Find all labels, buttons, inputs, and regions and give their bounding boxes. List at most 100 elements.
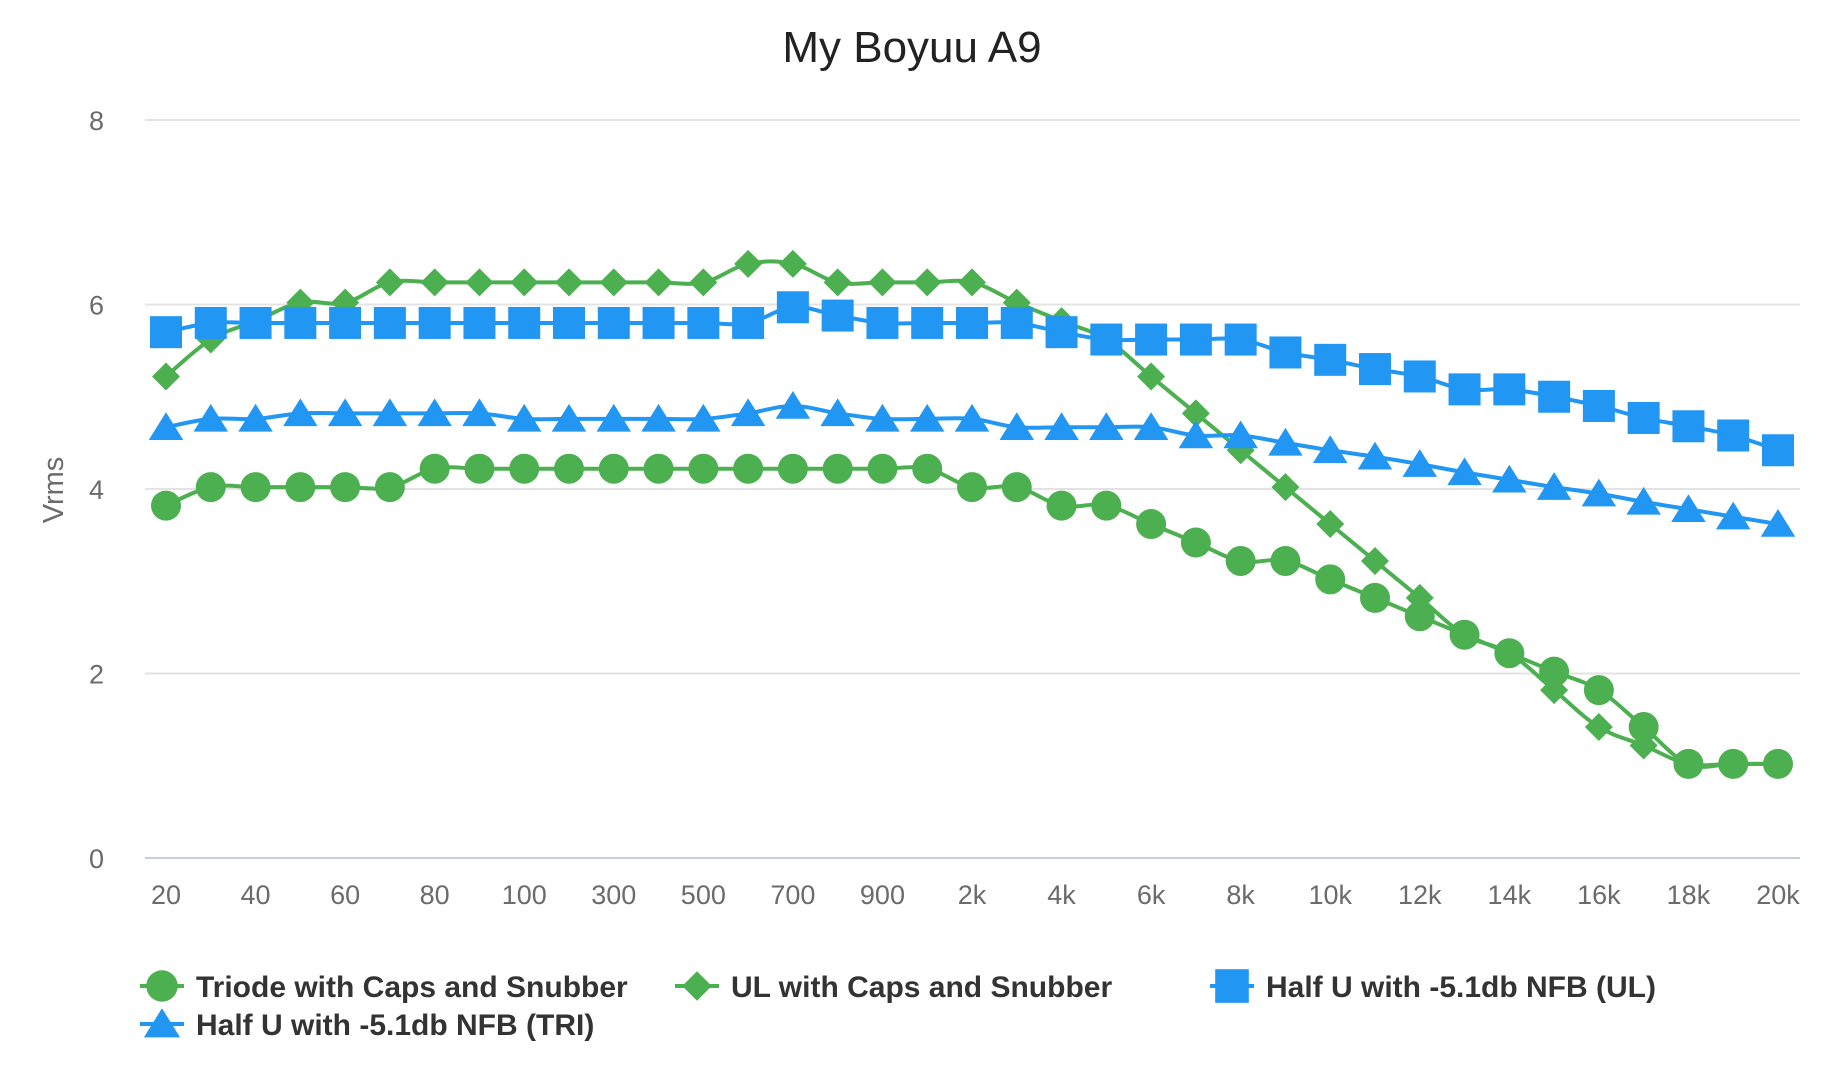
legend-item: Half U with -5.1db NFB (TRI) (140, 1008, 594, 1042)
data-point (152, 362, 180, 391)
data-point (283, 398, 318, 427)
data-point (285, 472, 316, 503)
data-point (508, 306, 541, 339)
data-point (375, 268, 404, 297)
data-point (909, 403, 945, 432)
data-point (911, 306, 944, 339)
data-point (732, 306, 765, 339)
data-point (954, 403, 990, 432)
data-point (1178, 420, 1214, 449)
data-point (1137, 362, 1166, 391)
data-point (778, 249, 807, 278)
data-point (733, 453, 764, 484)
data-point (1536, 472, 1572, 500)
x-tick-label: 2k (958, 880, 987, 910)
series-triangle (148, 390, 1796, 537)
x-tick-label: 18k (1667, 880, 1711, 910)
y-tick-label: 2 (89, 660, 104, 690)
data-point (777, 453, 808, 484)
data-point (1762, 434, 1794, 467)
legend-marker-square-icon (1215, 969, 1249, 1003)
data-point (1403, 360, 1436, 393)
x-tick-label: 8k (1226, 880, 1255, 910)
data-point (151, 490, 181, 521)
data-point (689, 268, 718, 297)
data-point (1089, 412, 1124, 440)
x-tick-label: 40 (241, 880, 271, 910)
data-point (1001, 472, 1032, 503)
legend-item: UL with Caps and Snubber (675, 971, 1112, 1004)
series-group (148, 249, 1796, 779)
series-line (165, 465, 1778, 769)
data-point (1583, 675, 1614, 706)
data-point (1581, 478, 1617, 507)
data-point (463, 306, 496, 339)
data-point (1760, 509, 1796, 537)
data-point (1181, 399, 1210, 428)
data-point (1360, 582, 1390, 613)
data-point (1091, 490, 1122, 521)
data-point (239, 306, 272, 339)
data-point (641, 403, 676, 432)
data-point (1629, 731, 1658, 760)
data-point (150, 316, 182, 349)
data-point (687, 306, 720, 339)
legend-label: Half U with -5.1db NFB (TRI) (196, 1009, 594, 1042)
data-point (240, 472, 271, 503)
data-point (1000, 306, 1033, 339)
data-point (1045, 316, 1078, 349)
data-point (1316, 510, 1345, 539)
series-circle (151, 453, 1793, 779)
data-point (1179, 323, 1212, 356)
data-point (1671, 494, 1706, 523)
data-point (194, 306, 227, 339)
data-point (1628, 712, 1659, 743)
data-point (1717, 419, 1750, 452)
data-point (1180, 527, 1211, 558)
legend-marker-diamond-icon (682, 971, 712, 1001)
x-tick-label: 20 (151, 880, 181, 910)
x-tick-label: 6k (1137, 880, 1166, 910)
data-point (509, 453, 540, 484)
data-point (1269, 336, 1302, 369)
data-point (553, 306, 585, 339)
data-point (417, 398, 452, 427)
data-point (957, 472, 987, 503)
data-point (1582, 389, 1615, 422)
data-point (193, 403, 229, 432)
data-point (1133, 412, 1169, 440)
data-point (1268, 427, 1303, 456)
data-point (554, 453, 584, 484)
data-point (644, 268, 673, 297)
data-point (372, 398, 408, 427)
data-point (643, 453, 674, 484)
data-point (868, 268, 897, 297)
x-tick-label: 10k (1308, 880, 1352, 910)
x-tick-label: 700 (770, 880, 815, 910)
data-point (1764, 749, 1792, 778)
data-point (823, 268, 852, 297)
data-point (1719, 749, 1748, 778)
data-point (1224, 323, 1257, 356)
data-point (1447, 457, 1482, 486)
legend: Triode with Caps and Snubber UL with Caps… (140, 969, 1656, 1042)
data-point (1357, 441, 1393, 470)
x-tick-label: 14k (1488, 880, 1532, 910)
data-point (686, 403, 721, 432)
data-point (419, 453, 450, 484)
x-tick-label: 20k (1756, 880, 1800, 910)
data-point (238, 403, 273, 432)
data-point (1495, 639, 1524, 668)
data-point (730, 398, 766, 427)
data-point (1136, 509, 1167, 540)
data-point (776, 291, 809, 324)
data-point (642, 306, 675, 339)
data-point (913, 268, 942, 297)
legend-marker-circle-icon (146, 970, 178, 1002)
data-point (958, 268, 986, 297)
legend-item: Triode with Caps and Snubber (140, 970, 628, 1004)
x-tick-label: 4k (1047, 880, 1076, 910)
data-point (1715, 501, 1751, 530)
data-point (865, 403, 900, 432)
data-point (1584, 713, 1613, 742)
